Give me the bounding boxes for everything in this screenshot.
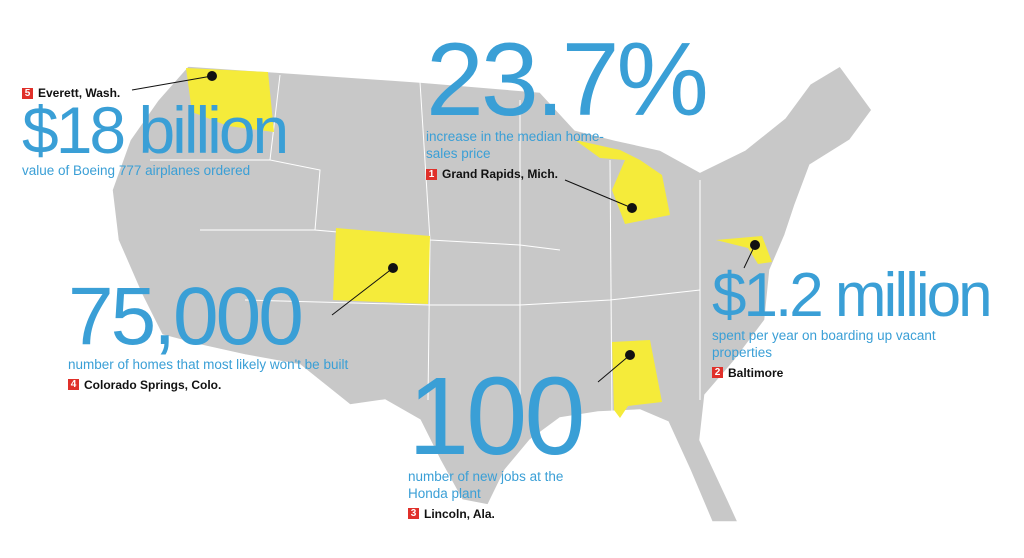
figure: $18 billion — [22, 93, 289, 167]
place: 4 Colorado Springs, Colo. — [68, 378, 358, 392]
place: 1 Grand Rapids, Mich. — [426, 167, 706, 181]
us-outline — [111, 65, 873, 523]
colorado-highlight — [333, 228, 430, 304]
place-name: Grand Rapids, Mich. — [442, 167, 559, 182]
place-name: Everett, Wash. — [38, 86, 121, 100]
place-name: Colorado Springs, Colo. — [84, 377, 222, 392]
callout: $1.2 million spent per year on boarding … — [712, 261, 993, 380]
callout: 23.7% increase in the median home-sales … — [426, 22, 709, 181]
michigan-highlight — [575, 140, 670, 224]
description: increase in the median home-sales price — [426, 129, 604, 162]
figure: 23.7% — [426, 22, 709, 138]
rank-badge: 2 — [712, 367, 723, 379]
place: 2 Baltimore — [712, 366, 990, 380]
washington-highlight — [186, 68, 274, 132]
place: 3 Lincoln, Ala. — [408, 507, 588, 521]
description: value of Boeing 777 airplanes ordered — [22, 163, 251, 179]
place-name: Lincoln, Ala. — [424, 506, 495, 521]
callout: 5 Everett, Wash. $18 billion value of Boe… — [22, 86, 322, 179]
callout: 100 number of new jobs at the Honda plan… — [408, 355, 588, 521]
figure: 100 — [408, 355, 586, 478]
figure: 75,000 — [68, 271, 304, 362]
description: number of homes that most likely won't b… — [68, 356, 349, 372]
place: 5 Everett, Wash. — [22, 86, 322, 100]
rank-badge: 5 — [22, 87, 33, 99]
description: spent per year on boarding up vacant pro… — [712, 327, 936, 360]
state-borders — [150, 74, 701, 421]
figure: $1.2 million — [712, 261, 993, 330]
place-name: Baltimore — [728, 365, 784, 380]
pins — [207, 71, 760, 360]
rank-badge: 1 — [426, 168, 437, 180]
callout: 75,000 number of homes that most likely … — [68, 271, 358, 392]
rank-badge: 3 — [408, 508, 419, 519]
description: number of new jobs at the Honda plant — [408, 468, 564, 501]
rank-badge: 4 — [68, 379, 79, 391]
